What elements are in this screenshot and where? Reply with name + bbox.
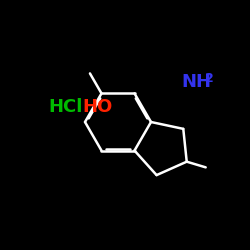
Text: 2: 2 bbox=[205, 72, 214, 85]
Text: NH: NH bbox=[181, 73, 211, 91]
Text: HO: HO bbox=[82, 98, 112, 116]
Text: HCl: HCl bbox=[48, 98, 82, 116]
